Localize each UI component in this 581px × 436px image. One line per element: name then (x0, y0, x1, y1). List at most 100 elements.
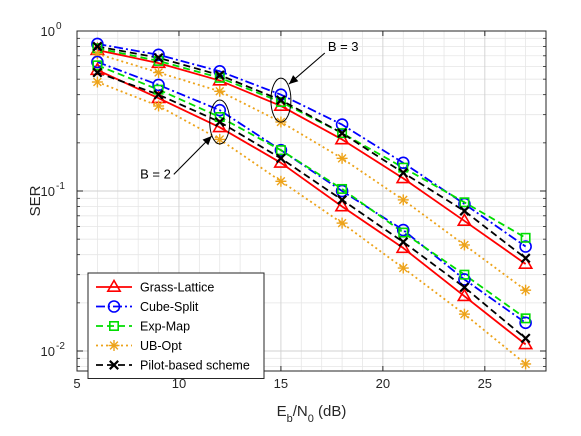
series-markers (89, 37, 534, 370)
asterisk-marker-stroke (276, 176, 286, 186)
asterisk-marker-stroke (109, 341, 119, 350)
x-marker-stroke (337, 194, 348, 205)
series-pilot-based-scheme-b2-point (520, 333, 531, 344)
legend-marker (107, 300, 121, 313)
x-marker-stroke (275, 153, 286, 164)
y-tick-label: 10 (41, 24, 55, 39)
legend-marker (109, 320, 120, 331)
series-cube-split-b3-point (152, 48, 165, 62)
asterisk-marker-stroke (398, 195, 408, 205)
series-ub-opt-b2-point (214, 133, 226, 145)
x-marker-stroke (398, 167, 409, 178)
series-pilot-based-scheme-b2-point (214, 117, 225, 127)
series-cube-split-b2-point (91, 55, 104, 69)
series-exp-map-b2-point (275, 145, 286, 156)
series-ub-opt-b2-point (153, 100, 165, 112)
asterisk-marker-stroke (521, 285, 530, 295)
series-grass-lattice-b2-point (518, 336, 534, 350)
series-ub-opt-b3-line (97, 52, 527, 291)
series-ub-opt-b3-point (336, 152, 348, 164)
series-cube-split-b3-point (335, 118, 349, 131)
series-pilot-based-scheme-b3-point (275, 95, 286, 106)
series-cube-split-b2-point (396, 223, 410, 237)
series-ub-opt-b3-point (214, 85, 226, 97)
annotation-arrowhead (202, 135, 212, 146)
series-pilot-based-scheme-b3-point (214, 70, 225, 81)
legend-entry-label: Cube-Split (140, 300, 199, 314)
legend-marker (109, 360, 119, 370)
series-exp-map-b2-line (97, 64, 527, 320)
series-exp-map-b2-point (337, 183, 348, 194)
x-tick-label: 15 (274, 376, 288, 391)
series-cube-split-b2-point (152, 78, 165, 92)
asterisk-marker-stroke (215, 135, 225, 144)
series-exp-map-b3-point (275, 96, 286, 107)
legend: Grass-Lattice Cube-Split Exp-Map UB-Opt Pilo… (87, 272, 265, 379)
x-marker-stroke (153, 52, 164, 63)
legend-entry-label: Pilot-based scheme (140, 359, 250, 373)
series-pilot-based-scheme-b3-point (153, 52, 164, 63)
series-ub-opt-b3-point (397, 194, 409, 206)
series-ub-opt-b2-point (336, 217, 348, 229)
x-tick-label: 5 (73, 376, 80, 391)
x-marker-stroke (337, 128, 348, 139)
x-marker-stroke (459, 206, 470, 216)
series-cube-split-b2-point (274, 143, 288, 157)
series-ub-opt-b2-point (275, 175, 287, 187)
y-tick-label: 10 (41, 344, 55, 359)
annotation-label: B = 2 (140, 166, 171, 181)
series-ub-opt-b3-point (153, 67, 165, 79)
x-tick-label: 25 (478, 376, 492, 391)
series-cube-split-b2-point (213, 103, 227, 117)
series-pilot-based-scheme-b3-point (398, 167, 409, 178)
x-axis-label-subscript: 0 (308, 413, 314, 425)
series-cube-split-b2-point (458, 273, 471, 286)
annotation-label: B = 3 (328, 39, 359, 54)
annotation-ellipse (270, 77, 292, 123)
legend-marker (108, 340, 120, 351)
series-cube-split-b2-point (519, 316, 532, 330)
series-pilot-based-scheme-b2-point (398, 237, 409, 247)
x-axis-label-part: /N (293, 403, 308, 420)
plot-frame (76, 30, 547, 372)
x-axis-label-part: (dB) (314, 403, 347, 420)
series-ub-opt-b2-point (458, 308, 470, 320)
series-exp-map-b3-point (459, 197, 470, 208)
x-marker-stroke (92, 67, 103, 78)
legend-entry-label: Grass-Lattice (140, 281, 214, 295)
series-pilot-based-scheme-b2-point (92, 67, 103, 78)
series-pilot-based-scheme-b2-point (275, 153, 286, 164)
series-ub-opt-b2-line (97, 81, 527, 365)
asterisk-marker-stroke (215, 86, 225, 96)
series-grass-lattice-b2-line (97, 69, 527, 346)
annotation-arrowhead (288, 75, 299, 85)
x-marker-stroke (459, 282, 470, 293)
series-pilot-based-scheme-b3-line (97, 45, 527, 259)
y-tick-exponent: -1 (56, 181, 65, 192)
series-exp-map-b2-point (520, 313, 531, 324)
series-grass-lattice-b2-point (395, 239, 411, 254)
series-pilot-based-scheme-b3-point (459, 206, 470, 216)
series-grass-lattice-b3-point (273, 97, 289, 111)
x-tick-label: 20 (376, 376, 390, 391)
x-marker-stroke (214, 70, 225, 81)
grid (76, 30, 547, 371)
x-marker-stroke (398, 237, 409, 247)
series-exp-map-b3-point (337, 128, 348, 139)
x-marker-stroke (275, 95, 286, 106)
series-cube-split-b3-point (519, 240, 532, 253)
series-ub-opt-b2-point (91, 76, 103, 88)
series-ub-opt-b2-point (520, 358, 532, 370)
x-marker-stroke (92, 41, 103, 52)
series-pilot-based-scheme-b3-point (92, 41, 103, 52)
legend-marker (106, 278, 122, 293)
x-marker-stroke (153, 89, 164, 100)
x-tick-label: 10 (172, 376, 186, 391)
series-exp-map-b3-point (520, 232, 531, 243)
asterisk-marker-stroke (521, 359, 530, 369)
x-axis-label-part: E (277, 403, 287, 420)
x-axis-label: Eb/N0 (dB) (277, 403, 347, 425)
series-cube-split-b3-point (213, 64, 227, 78)
asterisk-marker-stroke (337, 153, 347, 163)
